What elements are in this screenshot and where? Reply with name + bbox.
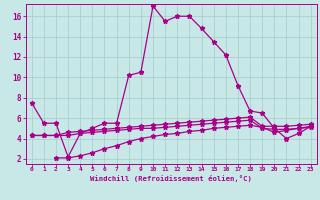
X-axis label: Windchill (Refroidissement éolien,°C): Windchill (Refroidissement éolien,°C): [90, 175, 252, 182]
